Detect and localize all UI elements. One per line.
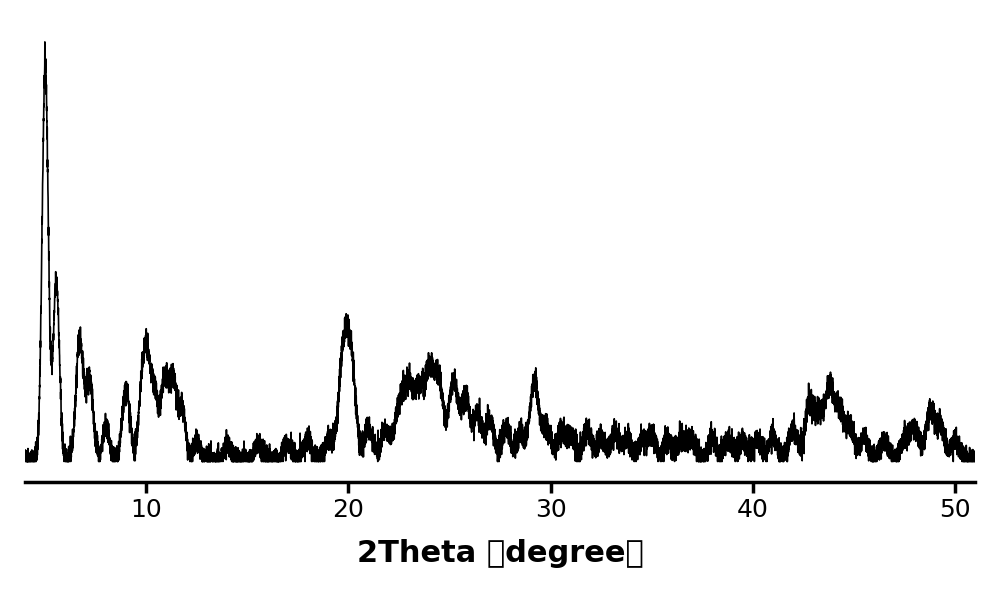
X-axis label: 2Theta （degree）: 2Theta （degree） xyxy=(357,539,643,568)
